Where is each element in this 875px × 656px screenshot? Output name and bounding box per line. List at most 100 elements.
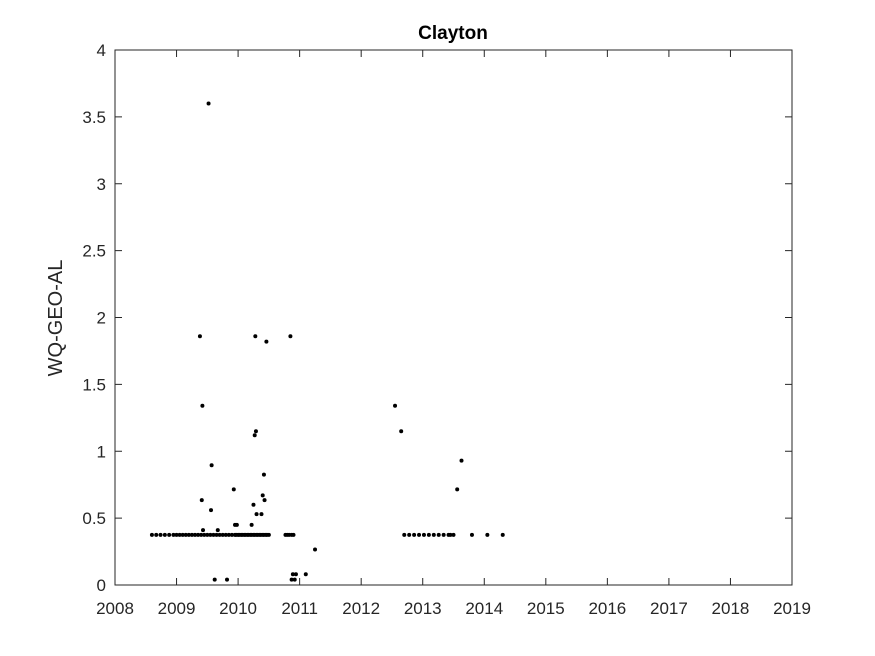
- data-point: [149, 532, 154, 537]
- data-point: [421, 532, 426, 537]
- x-tick-label: 2017: [650, 599, 688, 618]
- x-tick-label: 2010: [219, 599, 257, 618]
- y-tick-label: 0: [97, 576, 106, 595]
- data-point: [200, 403, 205, 408]
- x-tick-label: 2013: [404, 599, 442, 618]
- data-point: [214, 532, 219, 537]
- x-tick-label: 2011: [281, 599, 318, 618]
- data-point: [197, 334, 202, 339]
- data-point: [189, 532, 194, 537]
- data-point: [431, 532, 436, 537]
- data-point: [451, 532, 456, 537]
- data-point: [448, 532, 453, 537]
- data-point: [158, 532, 163, 537]
- y-tick-label: 1.5: [82, 375, 106, 394]
- y-tick-label: 2.5: [82, 242, 106, 261]
- x-tick-label: 2015: [527, 599, 565, 618]
- data-point: [485, 532, 490, 537]
- x-tick-label: 2009: [158, 599, 196, 618]
- data-point: [208, 532, 213, 537]
- data-point: [215, 528, 220, 533]
- data-point: [261, 472, 266, 477]
- data-point: [292, 577, 297, 582]
- data-point: [209, 463, 214, 468]
- data-point: [412, 532, 417, 537]
- data-point: [226, 532, 231, 537]
- data-point: [260, 493, 265, 498]
- data-point: [455, 487, 460, 492]
- data-point: [174, 532, 179, 537]
- y-tick-label: 2: [97, 309, 106, 328]
- data-point: [183, 532, 188, 537]
- data-point: [234, 522, 239, 527]
- data-point: [167, 532, 172, 537]
- data-point: [441, 532, 446, 537]
- data-point: [436, 532, 441, 537]
- data-point: [249, 522, 254, 527]
- y-tick-label: 3.5: [82, 108, 106, 127]
- data-point: [426, 532, 431, 537]
- data-point: [212, 577, 217, 582]
- data-point: [313, 547, 318, 552]
- data-point: [469, 532, 474, 537]
- data-point: [202, 532, 207, 537]
- data-point: [253, 334, 258, 339]
- data-point: [231, 487, 236, 492]
- data-point: [459, 458, 464, 463]
- data-point: [205, 532, 210, 537]
- data-point: [180, 532, 185, 537]
- data-point: [177, 532, 182, 537]
- data-point: [229, 532, 234, 537]
- data-point: [154, 532, 159, 537]
- x-tick-label: 2008: [96, 599, 134, 618]
- data-point: [223, 532, 228, 537]
- x-axis-ticks: 2008 2009 2010 2011 2012 2013 2014 2015 2016 2017…: [96, 50, 811, 618]
- y-tick-label: 4: [97, 41, 106, 60]
- data-point: [293, 572, 298, 577]
- data-point: [289, 577, 294, 582]
- data-point: [206, 101, 211, 106]
- data-point: [264, 339, 269, 344]
- data-point: [253, 429, 258, 434]
- data-point: [209, 508, 214, 513]
- data-point: [288, 334, 293, 339]
- data-point: [193, 532, 198, 537]
- data-point: [252, 433, 257, 438]
- data-point: [399, 429, 404, 434]
- data-point: [254, 512, 259, 517]
- data-point: [251, 502, 256, 507]
- data-point: [225, 577, 230, 582]
- data-point: [407, 532, 412, 537]
- data-point: [291, 532, 296, 537]
- data-point: [162, 532, 167, 537]
- y-tick-label: 3: [97, 175, 106, 194]
- x-tick-label: 2014: [465, 599, 503, 618]
- data-point: [266, 532, 271, 537]
- y-tick-label: 1: [97, 442, 106, 461]
- data-point: [393, 403, 398, 408]
- x-tick-label: 2018: [712, 599, 750, 618]
- data-point: [171, 532, 176, 537]
- data-point: [196, 532, 201, 537]
- data-point: [303, 572, 308, 577]
- data-point: [201, 528, 206, 533]
- chart-title: Clayton: [418, 23, 488, 44]
- x-tick-label: 2019: [773, 599, 811, 618]
- plot-area: [114, 49, 793, 586]
- data-point: [262, 498, 267, 503]
- data-point: [220, 532, 225, 537]
- data-point: [500, 532, 505, 537]
- data-point: [211, 532, 216, 537]
- x-tick-label: 2012: [342, 599, 380, 618]
- data-point: [199, 498, 204, 503]
- x-tick-label: 2016: [588, 599, 626, 618]
- data-point: [259, 512, 264, 517]
- data-point: [417, 532, 422, 537]
- y-axis-ticks: 0 0.5 1 1.5 2 2.5 3 3.5 4: [82, 41, 792, 595]
- data-point: [402, 532, 407, 537]
- data-points: [149, 101, 505, 582]
- data-point: [290, 572, 295, 577]
- y-axis-label: WQ-GEO-AL: [45, 260, 67, 377]
- data-point: [199, 532, 204, 537]
